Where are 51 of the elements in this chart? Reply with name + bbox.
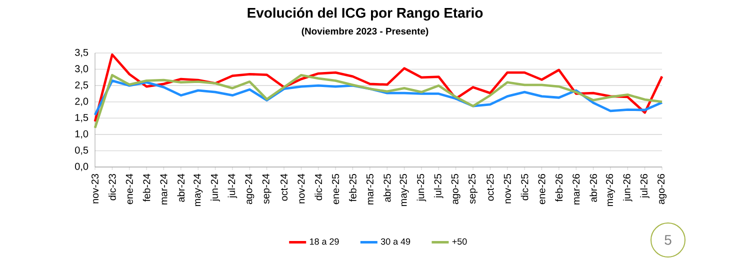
x-tick-label: abr-25: [383, 174, 391, 202]
x-tick-label: sep-24: [262, 174, 272, 204]
x-tick-label: nov-24: [298, 174, 305, 204]
x-tick-label: ago-25: [451, 174, 460, 204]
y-tick-label: 0,5: [75, 146, 88, 155]
chart-title: Evolución del ICG por Rango Etario: [248, 7, 483, 21]
x-tick-label: mar-24: [160, 174, 168, 204]
x-tick-label: oct-24: [280, 174, 288, 201]
chart-subtitle: (Noviembre 2023 - Presente): [302, 28, 428, 36]
legend-label: 18 a 29: [310, 238, 339, 245]
x-tick-label: may-24: [194, 174, 203, 206]
y-tick-label: 2,5: [75, 81, 88, 90]
x-tick-label: jun-25: [416, 174, 426, 202]
x-tick-label: ene-26: [538, 174, 546, 204]
x-tick-label: dic-24: [314, 174, 322, 200]
y-tick-label: 3,0: [75, 65, 88, 74]
text: 5: [664, 235, 672, 245]
x-tick-label: feb-25: [349, 174, 356, 202]
x-tick-label: nov-25: [504, 174, 511, 204]
x-tick-label: may-26: [606, 174, 615, 206]
x-tick-label: feb-24: [142, 174, 150, 202]
x-tick-label: mar-26: [572, 174, 580, 204]
x-tick-label: jul-25: [434, 174, 444, 198]
x-tick-label: mar-25: [366, 174, 374, 204]
x-tick-label: ene-24: [126, 174, 133, 204]
y-tick-label: 1,5: [75, 114, 88, 122]
x-tick-label: jul-24: [228, 174, 238, 198]
legend-label: +50: [452, 238, 467, 245]
x-tick-label: ene-25: [332, 174, 340, 204]
y-tick-label: 2,0: [75, 98, 88, 106]
x-tick-label: sep-25: [468, 174, 478, 204]
x-tick-label: feb-26: [555, 174, 563, 202]
y-tick-label: 3,5: [75, 48, 88, 58]
x-tick-label: nov-23: [91, 174, 99, 204]
x-tick-label: jun-26: [623, 174, 632, 202]
legend-label: 30 a 49: [380, 238, 410, 245]
x-tick-label: may-25: [400, 174, 409, 206]
x-tick-label: jun-24: [210, 174, 220, 202]
x-tick-label: ago-26: [658, 174, 667, 204]
x-tick-label: dic-25: [520, 174, 528, 200]
line-series: [94, 53, 664, 123]
y-tick-label: 0,0: [75, 162, 88, 172]
x-tick-label: jul-26: [640, 174, 650, 198]
x-tick-label: abr-24: [177, 174, 185, 202]
x-tick-label: abr-26: [590, 174, 597, 202]
line-series: [94, 74, 664, 130]
y-tick-label: 1,0: [75, 130, 88, 139]
x-tick-label: ago-24: [245, 174, 254, 204]
line-series: [94, 79, 664, 116]
x-tick-label: dic-23: [108, 174, 116, 200]
x-tick-label: oct-25: [486, 174, 494, 201]
